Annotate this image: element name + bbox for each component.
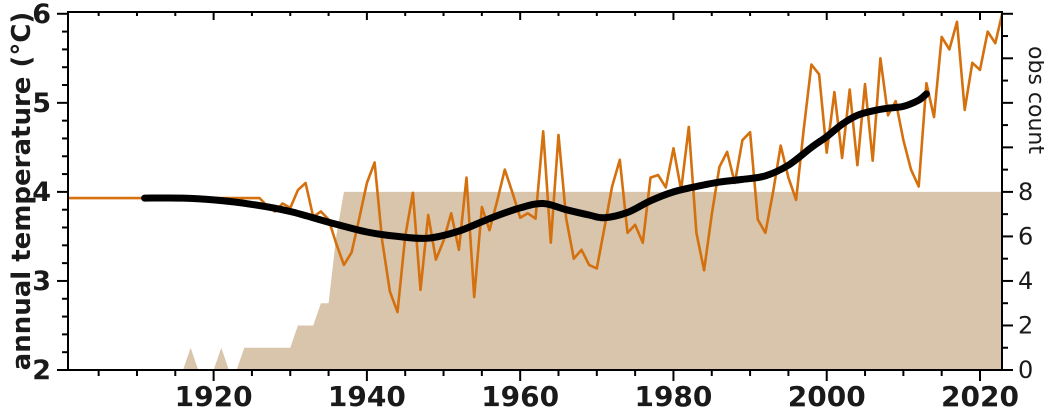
right-axis-title: obs count xyxy=(1023,46,1044,154)
x-tick-label: 1920 xyxy=(175,380,253,413)
left-tick-label: 4 xyxy=(32,177,51,208)
obs-count-area xyxy=(68,191,1002,370)
x-tick-label: 1980 xyxy=(634,380,712,413)
left-tick-label: 5 xyxy=(32,88,51,119)
x-tick-label: 2000 xyxy=(788,380,866,413)
right-tick-label: 4 xyxy=(1018,267,1033,295)
right-tick-label: 8 xyxy=(1018,178,1033,206)
x-tick-label: 1940 xyxy=(328,380,406,413)
right-tick-label: 2 xyxy=(1018,311,1033,339)
obs-count-area-path xyxy=(68,191,1002,370)
smoothed-temperature-path xyxy=(141,90,930,242)
right-tick-label: 6 xyxy=(1018,222,1033,250)
x-tick-label: 1960 xyxy=(481,380,559,413)
left-tick-label: 2 xyxy=(32,355,51,386)
left-tick-label: 3 xyxy=(32,266,51,297)
left-tick-label: 6 xyxy=(32,0,51,30)
x-tick-label: 2020 xyxy=(941,380,1019,413)
axes: 1920 1940 1960 1980 2000 2020 2 3 4 5 6 0 2 4 6 8 xyxy=(32,0,1033,413)
right-tick-label: 0 xyxy=(1018,356,1033,384)
smoothed-temperature-line xyxy=(141,90,930,242)
left-axis-title: annual temperature (°C) xyxy=(7,12,37,371)
